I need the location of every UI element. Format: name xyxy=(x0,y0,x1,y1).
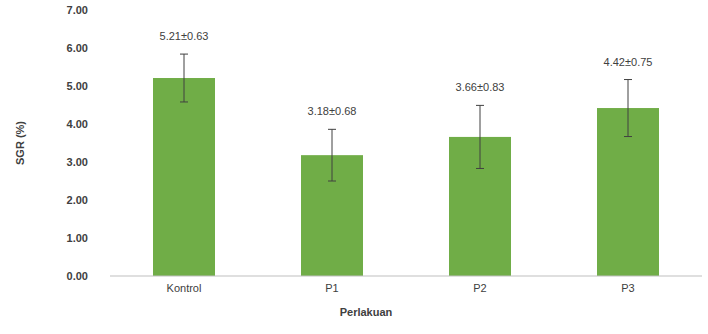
y-tick-label: 1.00 xyxy=(67,232,88,244)
y-tick xyxy=(106,10,110,11)
error-stem xyxy=(332,129,333,181)
x-tick-label: Kontrol xyxy=(167,282,202,294)
error-cap xyxy=(476,168,484,169)
error-bar xyxy=(624,80,632,137)
x-axis-line xyxy=(110,276,702,277)
y-tick xyxy=(106,162,110,163)
y-tick-label: 4.00 xyxy=(67,118,88,130)
x-axis-label: Perlakuan xyxy=(340,306,393,318)
data-label: 5.21±0.63 xyxy=(160,30,209,42)
y-tick-label: 3.00 xyxy=(67,156,88,168)
y-tick xyxy=(106,48,110,49)
y-tick-label: 5.00 xyxy=(67,80,88,92)
bar xyxy=(153,78,215,276)
y-tick-label: 2.00 xyxy=(67,194,88,206)
error-cap xyxy=(624,136,632,137)
error-cap xyxy=(624,79,632,80)
y-tick-label: 7.00 xyxy=(67,4,88,16)
x-tick-label: P2 xyxy=(473,282,486,294)
y-tick xyxy=(106,238,110,239)
x-tick-label: P1 xyxy=(325,282,338,294)
error-stem xyxy=(480,105,481,168)
error-cap xyxy=(180,101,188,102)
y-tick-label: 0.00 xyxy=(67,270,88,282)
y-tick xyxy=(106,276,110,277)
error-cap xyxy=(328,181,336,182)
y-axis-label: SGR (%) xyxy=(14,121,26,165)
bars xyxy=(153,54,659,276)
y-tick xyxy=(106,200,110,201)
error-bar xyxy=(476,105,484,168)
data-label: 3.66±0.83 xyxy=(456,81,505,93)
error-stem xyxy=(628,80,629,137)
error-bar xyxy=(328,129,336,181)
x-tick-label: P3 xyxy=(621,282,634,294)
chart: 0.00 1.00 2.00 3.00 4.00 5.00 6.00 7.00 SGR (%) 5… xyxy=(0,0,708,334)
error-cap xyxy=(180,54,188,55)
error-cap xyxy=(328,129,336,130)
y-tick xyxy=(106,124,110,125)
error-bar xyxy=(180,54,188,102)
data-label: 3.18±0.68 xyxy=(308,105,357,117)
y-tick xyxy=(106,86,110,87)
error-stem xyxy=(184,54,185,102)
y-tick-label: 6.00 xyxy=(67,42,88,54)
error-cap xyxy=(476,105,484,106)
data-label: 4.42±0.75 xyxy=(604,56,653,68)
